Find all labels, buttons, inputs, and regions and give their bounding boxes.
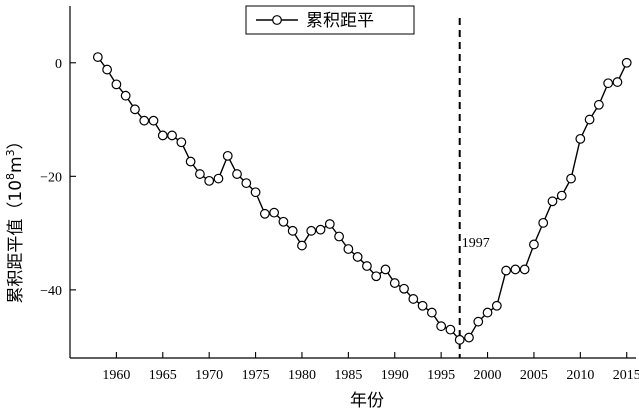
y-tick-label: −40 [40,284,62,299]
data-point-1985 [343,244,354,254]
data-point-1970 [204,175,215,186]
data-point-1977 [269,207,280,218]
data-point-2011 [584,114,595,125]
data-point-1989 [380,264,391,275]
data-point-1996 [445,324,456,335]
data-point-2013 [603,78,614,89]
x-tick-label: 1985 [334,368,362,383]
data-point-1964 [148,115,159,126]
plot-frame [69,6,636,359]
x-axis-ticks: 1960 1965 1970 1975 1980 1985 1990 1995 2000 2005… [102,352,639,383]
data-point-2015 [621,57,632,68]
data-point-2005 [529,239,539,250]
data-point-2012 [593,99,604,110]
data-point-2002 [501,265,511,276]
data-point-1986 [352,252,363,262]
x-tick-label: 2000 [474,368,502,383]
data-point-2010 [575,133,586,144]
data-point-1991 [399,283,409,294]
data-point-1980 [297,240,307,251]
x-tick-label: 1960 [102,368,130,383]
x-tick-label: 2005 [520,368,548,383]
data-point-1962 [130,104,140,115]
data-point-1965 [157,130,168,141]
data-point-2000 [482,307,493,318]
data-point-1994 [426,307,437,318]
annotation-label-1997: 1997 [462,236,490,251]
x-tick-label: 1990 [381,368,409,383]
y-axis-title-close: ） [6,132,26,149]
data-point-2001 [491,300,502,311]
data-point-1973 [232,169,242,179]
data-point-1963 [139,115,150,126]
y-axis-title-exp: 8 [4,173,17,180]
data-point-1999 [473,316,484,327]
y-axis-ticks: 0 −20 −40 [40,57,76,299]
y-axis-title-exp2: 3 [4,149,17,156]
data-point-2008 [556,190,567,201]
y-tick-label: 0 [55,57,62,72]
data-point-1987 [362,261,372,271]
data-point-1997 [454,334,465,345]
data-point-1961 [120,90,131,101]
data-point-1969 [195,169,205,179]
data-point-1993 [417,300,428,311]
data-point-2003 [510,264,521,275]
y-axis-title-group: 累积距平值（108m3） [4,132,26,303]
data-point-2004 [519,264,530,275]
data-point-1984 [334,231,344,242]
data-point-1959 [102,64,113,75]
data-point-1968 [185,156,196,167]
data-point-1998 [464,332,474,343]
data-point-2014 [612,77,623,87]
data-point-1966 [167,130,177,141]
data-point-1992 [408,294,419,304]
data-point-1978 [278,216,289,227]
data-point-2009 [566,173,576,184]
x-tick-label: 2015 [613,368,639,383]
x-axis-title: 年份 [350,391,384,411]
data-point-1995 [436,321,447,332]
data-point-1972 [222,150,233,161]
data-point-1974 [241,178,252,189]
y-axis-title: 累积距平值（108m3） [4,132,26,303]
data-point-1967 [176,137,187,148]
x-tick-label: 1995 [427,368,455,383]
legend-label: 累积距平 [306,11,374,31]
data-point-2007 [547,196,558,207]
data-point-2006 [538,217,549,228]
data-point-1971 [213,173,224,184]
series-line [97,56,628,341]
data-point-1983 [324,219,335,229]
y-tick-label: −20 [40,170,62,185]
data-point-1988 [371,271,382,282]
legend: 累积距平 [245,5,415,35]
data-point-1982 [315,224,326,235]
annotations: 1997 [458,18,490,358]
y-axis-title-main: 累积距平值（10 [6,180,26,304]
x-tick-label: 2010 [566,368,594,383]
series-layer [92,52,632,345]
data-point-1958 [92,52,103,62]
y-axis-title-unit: m [6,156,26,173]
legend-marker [272,15,282,25]
data-point-1981 [306,225,317,236]
x-tick-label: 1980 [288,368,316,383]
data-point-1975 [250,187,261,198]
x-tick-label: 1975 [242,368,270,383]
x-tick-label: 1965 [149,368,177,383]
x-tick-label: 1970 [195,368,223,383]
data-point-1990 [389,278,400,288]
data-point-1960 [111,79,122,90]
data-point-1976 [259,208,270,219]
data-point-1979 [287,225,298,236]
